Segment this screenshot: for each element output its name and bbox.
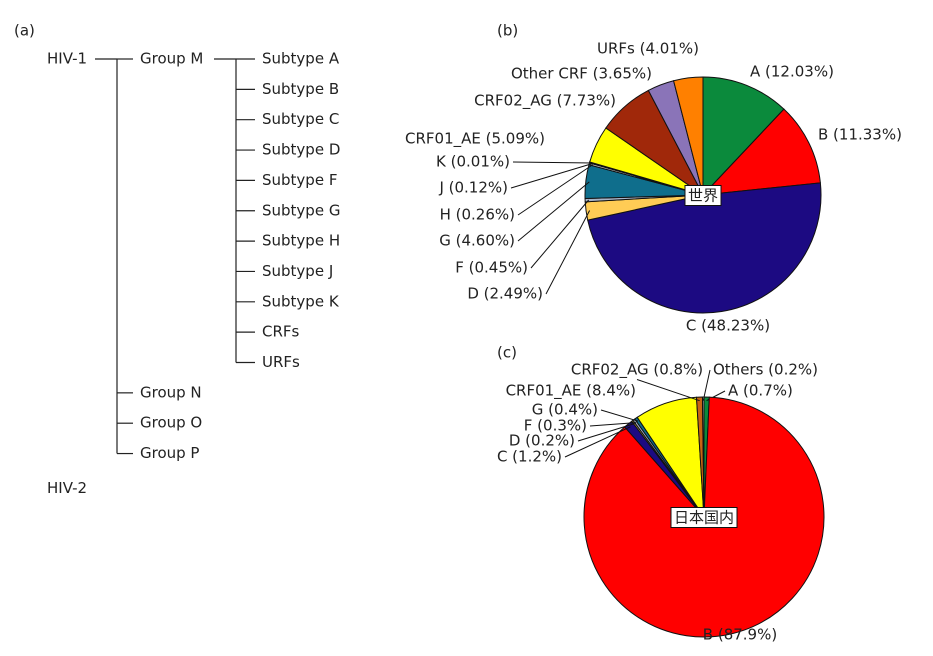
slice-label: CRF02_AG (7.73%)	[474, 92, 616, 111]
slice-label: D (2.49%)	[467, 285, 543, 303]
leader-line	[564, 426, 631, 458]
panel-label: (c)	[497, 344, 517, 362]
slice-label: CRF01_AE (8.4%)	[506, 382, 636, 401]
tree-node: Subtype D	[262, 141, 340, 159]
tree-node: HIV-1	[47, 50, 87, 68]
tree-node: Group M	[140, 50, 203, 68]
leader-line	[702, 369, 711, 401]
leader-line	[600, 409, 639, 422]
tree-node: Subtype K	[262, 292, 340, 310]
leader-line	[636, 379, 700, 402]
slice-label: K (0.01%)	[436, 153, 510, 171]
tree-node: URFs	[262, 353, 300, 371]
slice-label: G (0.4%)	[532, 401, 598, 419]
pie-slice	[587, 182, 822, 314]
slice-label: Other CRF (3.65%)	[511, 65, 652, 83]
leader-line	[517, 181, 590, 242]
tree-node: Subtype A	[262, 50, 340, 68]
slice-label: F (0.3%)	[524, 417, 587, 435]
tree-node: Group O	[140, 414, 202, 432]
leader-line	[510, 162, 594, 189]
slice-label: D (0.2%)	[509, 432, 575, 450]
slice-label: B (11.33%)	[818, 126, 902, 144]
pie-slice	[702, 76, 785, 197]
slice-label: H (0.26%)	[440, 206, 515, 224]
leader-line	[589, 422, 636, 427]
slice-label: A (0.7%)	[728, 382, 793, 400]
leader-line	[517, 164, 593, 216]
center-label-box	[670, 507, 738, 528]
tree-node: Subtype J	[262, 262, 333, 280]
slice-label: URFs (4.01%)	[597, 40, 699, 58]
tree-node: Group N	[140, 383, 202, 401]
center-label: 日本国内	[674, 509, 734, 527]
tree-node: Subtype F	[262, 171, 337, 189]
tree-node: HIV-2	[47, 479, 87, 497]
slice-label: B (87.9%)	[703, 626, 777, 644]
leader-line	[530, 199, 590, 269]
panel-label: (a)	[14, 22, 35, 40]
slice-label: CRF01_AE (5.09%)	[405, 130, 545, 149]
pie-slice	[701, 108, 821, 196]
tree-node: CRFs	[262, 323, 300, 341]
slice-label: Others (0.2%)	[713, 361, 818, 379]
slice-label: C (1.2%)	[497, 448, 562, 466]
slice-label: A (12.03%)	[750, 63, 834, 81]
tree-node: Group P	[140, 444, 199, 462]
center-label: 世界	[688, 187, 718, 205]
center-label-box	[684, 185, 722, 206]
slice-label: G (4.60%)	[439, 232, 515, 250]
slice-label: J (0.12%)	[438, 179, 508, 197]
pie-slice	[672, 76, 704, 196]
tree-node: Subtype H	[262, 232, 340, 250]
slice-label: C (48.23%)	[686, 317, 770, 335]
panel-label: (b)	[497, 22, 518, 40]
slice-label: F (0.45%)	[455, 259, 528, 277]
leader-line	[577, 423, 635, 442]
tree-node: Subtype G	[262, 201, 340, 219]
tree-node: Subtype B	[262, 80, 339, 98]
leader-line	[545, 210, 591, 295]
tree-node: Subtype C	[262, 110, 339, 128]
slice-label: CRF02_AG (0.8%)	[571, 361, 703, 380]
leader-line	[512, 161, 594, 164]
